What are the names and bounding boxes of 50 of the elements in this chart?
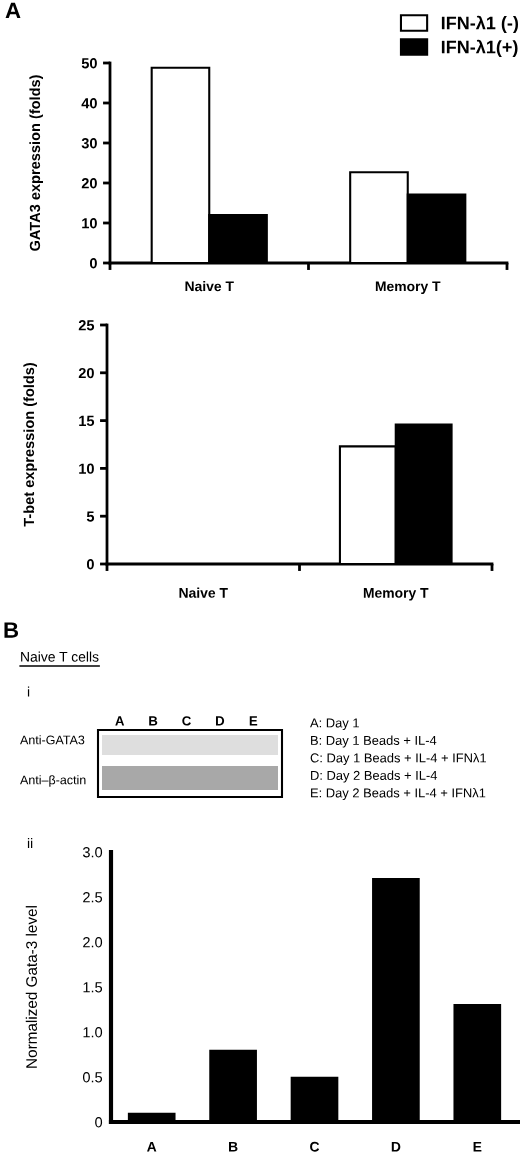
- text: C: Day 1 Beads + IL-4 + IFNλ1: [310, 752, 486, 766]
- x-tick-label: E: [473, 1141, 482, 1152]
- category-label: B: [149, 716, 158, 726]
- category-label: E: [249, 716, 258, 726]
- text: D: Day 2 Beads + IL-4: [311, 770, 438, 783]
- text: E: Day 2 Beads + IL-4 + IFNλ1: [311, 787, 486, 801]
- y-tick-label: 1.0: [83, 1027, 103, 1038]
- text: Naive T cells: [21, 651, 99, 662]
- text: B: [4, 622, 19, 638]
- x-tick-label: Naive T: [179, 587, 228, 598]
- text: A: Day 1: [310, 718, 359, 731]
- y-tick-label: 3.0: [82, 847, 103, 858]
- x-tick-label: A: [147, 1141, 157, 1152]
- category-label: Anti–β-actin: [20, 775, 86, 787]
- y-tick-label: 1.5: [83, 982, 103, 993]
- text: i: [27, 686, 30, 697]
- category-label: D: [216, 716, 225, 726]
- legend-label: IFN-λ1 (-): [441, 15, 519, 33]
- text: A: [5, 2, 21, 19]
- y-tick-label: 50: [81, 58, 97, 69]
- y-tick-label: 2.5: [83, 892, 103, 903]
- y-tick-label: 2.0: [83, 937, 103, 948]
- y-axis-title: GATA3 expression (folds): [29, 75, 43, 251]
- x-tick-label: Naive T: [185, 281, 234, 292]
- y-tick-label: 0: [95, 1117, 103, 1128]
- y-tick-label: 10: [79, 463, 94, 474]
- text: ii: [27, 838, 33, 849]
- y-tick-label: 40: [81, 98, 97, 109]
- y-axis-title: Normalized Gata-3 level: [25, 906, 37, 1068]
- y-tick-label: 10: [82, 218, 97, 229]
- y-tick-label: 15: [79, 415, 95, 427]
- legend-label: IFN-λ1(+): [441, 39, 518, 57]
- y-tick-label: 0: [86, 559, 94, 570]
- y-tick-label: 30: [81, 138, 97, 149]
- y-tick-label: 25: [78, 320, 95, 331]
- y-tick-label: 0.5: [82, 1072, 103, 1083]
- y-axis-title: T-bet expression (folds): [23, 362, 37, 527]
- x-tick-label: D: [391, 1141, 401, 1152]
- x-tick-label: B: [229, 1141, 238, 1152]
- category-label: C: [182, 716, 191, 726]
- y-tick-label: 20: [81, 178, 97, 189]
- y-tick-label: 20: [78, 367, 94, 379]
- y-tick-label: 5: [86, 511, 95, 522]
- x-tick-label: Memory T: [375, 281, 441, 294]
- text: B: Day 1 Beads + IL-4: [311, 735, 437, 748]
- category-label: Anti-GATA3: [20, 735, 85, 745]
- category-label: A: [115, 716, 125, 726]
- x-tick-label: C: [310, 1141, 320, 1152]
- y-tick-label: 0: [89, 258, 97, 269]
- x-tick-label: Memory T: [363, 588, 429, 601]
